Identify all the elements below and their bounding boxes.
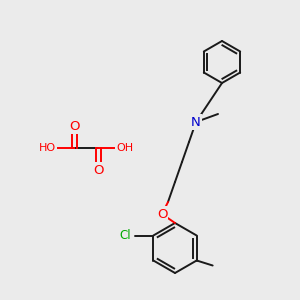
- Text: HO: HO: [38, 143, 56, 153]
- Text: Cl: Cl: [120, 229, 131, 242]
- Text: OH: OH: [116, 143, 134, 153]
- Text: O: O: [93, 164, 103, 176]
- Text: O: O: [69, 119, 79, 133]
- Text: O: O: [157, 208, 167, 220]
- Text: N: N: [191, 116, 201, 128]
